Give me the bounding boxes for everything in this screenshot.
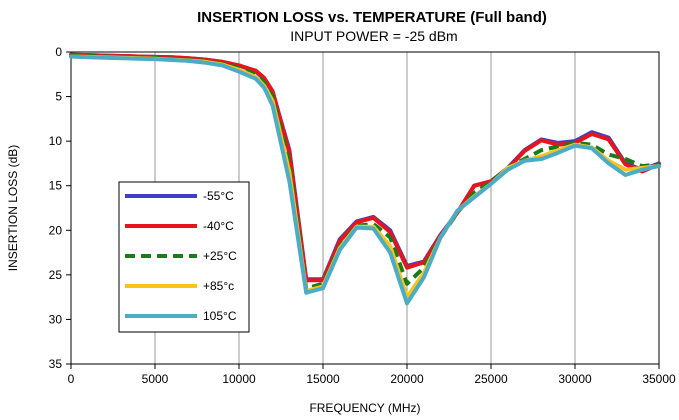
y-tick-label: 5: [55, 90, 62, 104]
x-tick-label: 20000: [390, 372, 424, 386]
legend-label-2: +25°C: [203, 249, 237, 263]
y-tick-label: 20: [49, 223, 63, 237]
y-axis-ticks: 0 5 10 15 20 25 30 35: [49, 45, 71, 371]
plot-area-border: [70, 51, 660, 365]
x-tick-label: 35000: [642, 372, 676, 386]
chart-subtitle: INPUT POWER = -25 dBm: [290, 28, 457, 44]
y-tick-label: 25: [49, 268, 63, 282]
legend-label-1: -40°C: [203, 219, 234, 233]
x-tick-label: 0: [68, 372, 75, 386]
x-tick-label: 25000: [474, 372, 508, 386]
legend-label-0: -55°C: [203, 189, 234, 203]
series-line-4: [69, 54, 661, 306]
legend-label-4: 105°C: [203, 309, 237, 323]
y-axis-label: INSERTION LOSS (dB): [6, 145, 20, 271]
x-axis-label: FREQUENCY (MHz): [309, 401, 420, 415]
x-tick-label: 5000: [142, 372, 169, 386]
y-tick-label: 10: [49, 134, 63, 148]
y-tick-label: 0: [55, 45, 62, 59]
series-layer: [69, 52, 661, 306]
x-tick-label: 15000: [306, 372, 340, 386]
x-tick-label: 10000: [222, 372, 256, 386]
chart-title: INSERTION LOSS vs. TEMPERATURE (Full ban…: [197, 9, 547, 26]
legend-box: [118, 181, 250, 333]
legend-label-3: +85°c: [203, 279, 234, 293]
legend: -55°C -40°C +25°C +85°c 105°C: [118, 181, 250, 333]
x-axis-ticks: 0 5000 10000 15000 20000 25000 30000 35000: [68, 364, 676, 386]
x-tick-label: 30000: [558, 372, 592, 386]
y-tick-label: 15: [49, 179, 63, 193]
y-tick-label: 30: [49, 312, 63, 326]
y-tick-label: 35: [49, 357, 63, 371]
